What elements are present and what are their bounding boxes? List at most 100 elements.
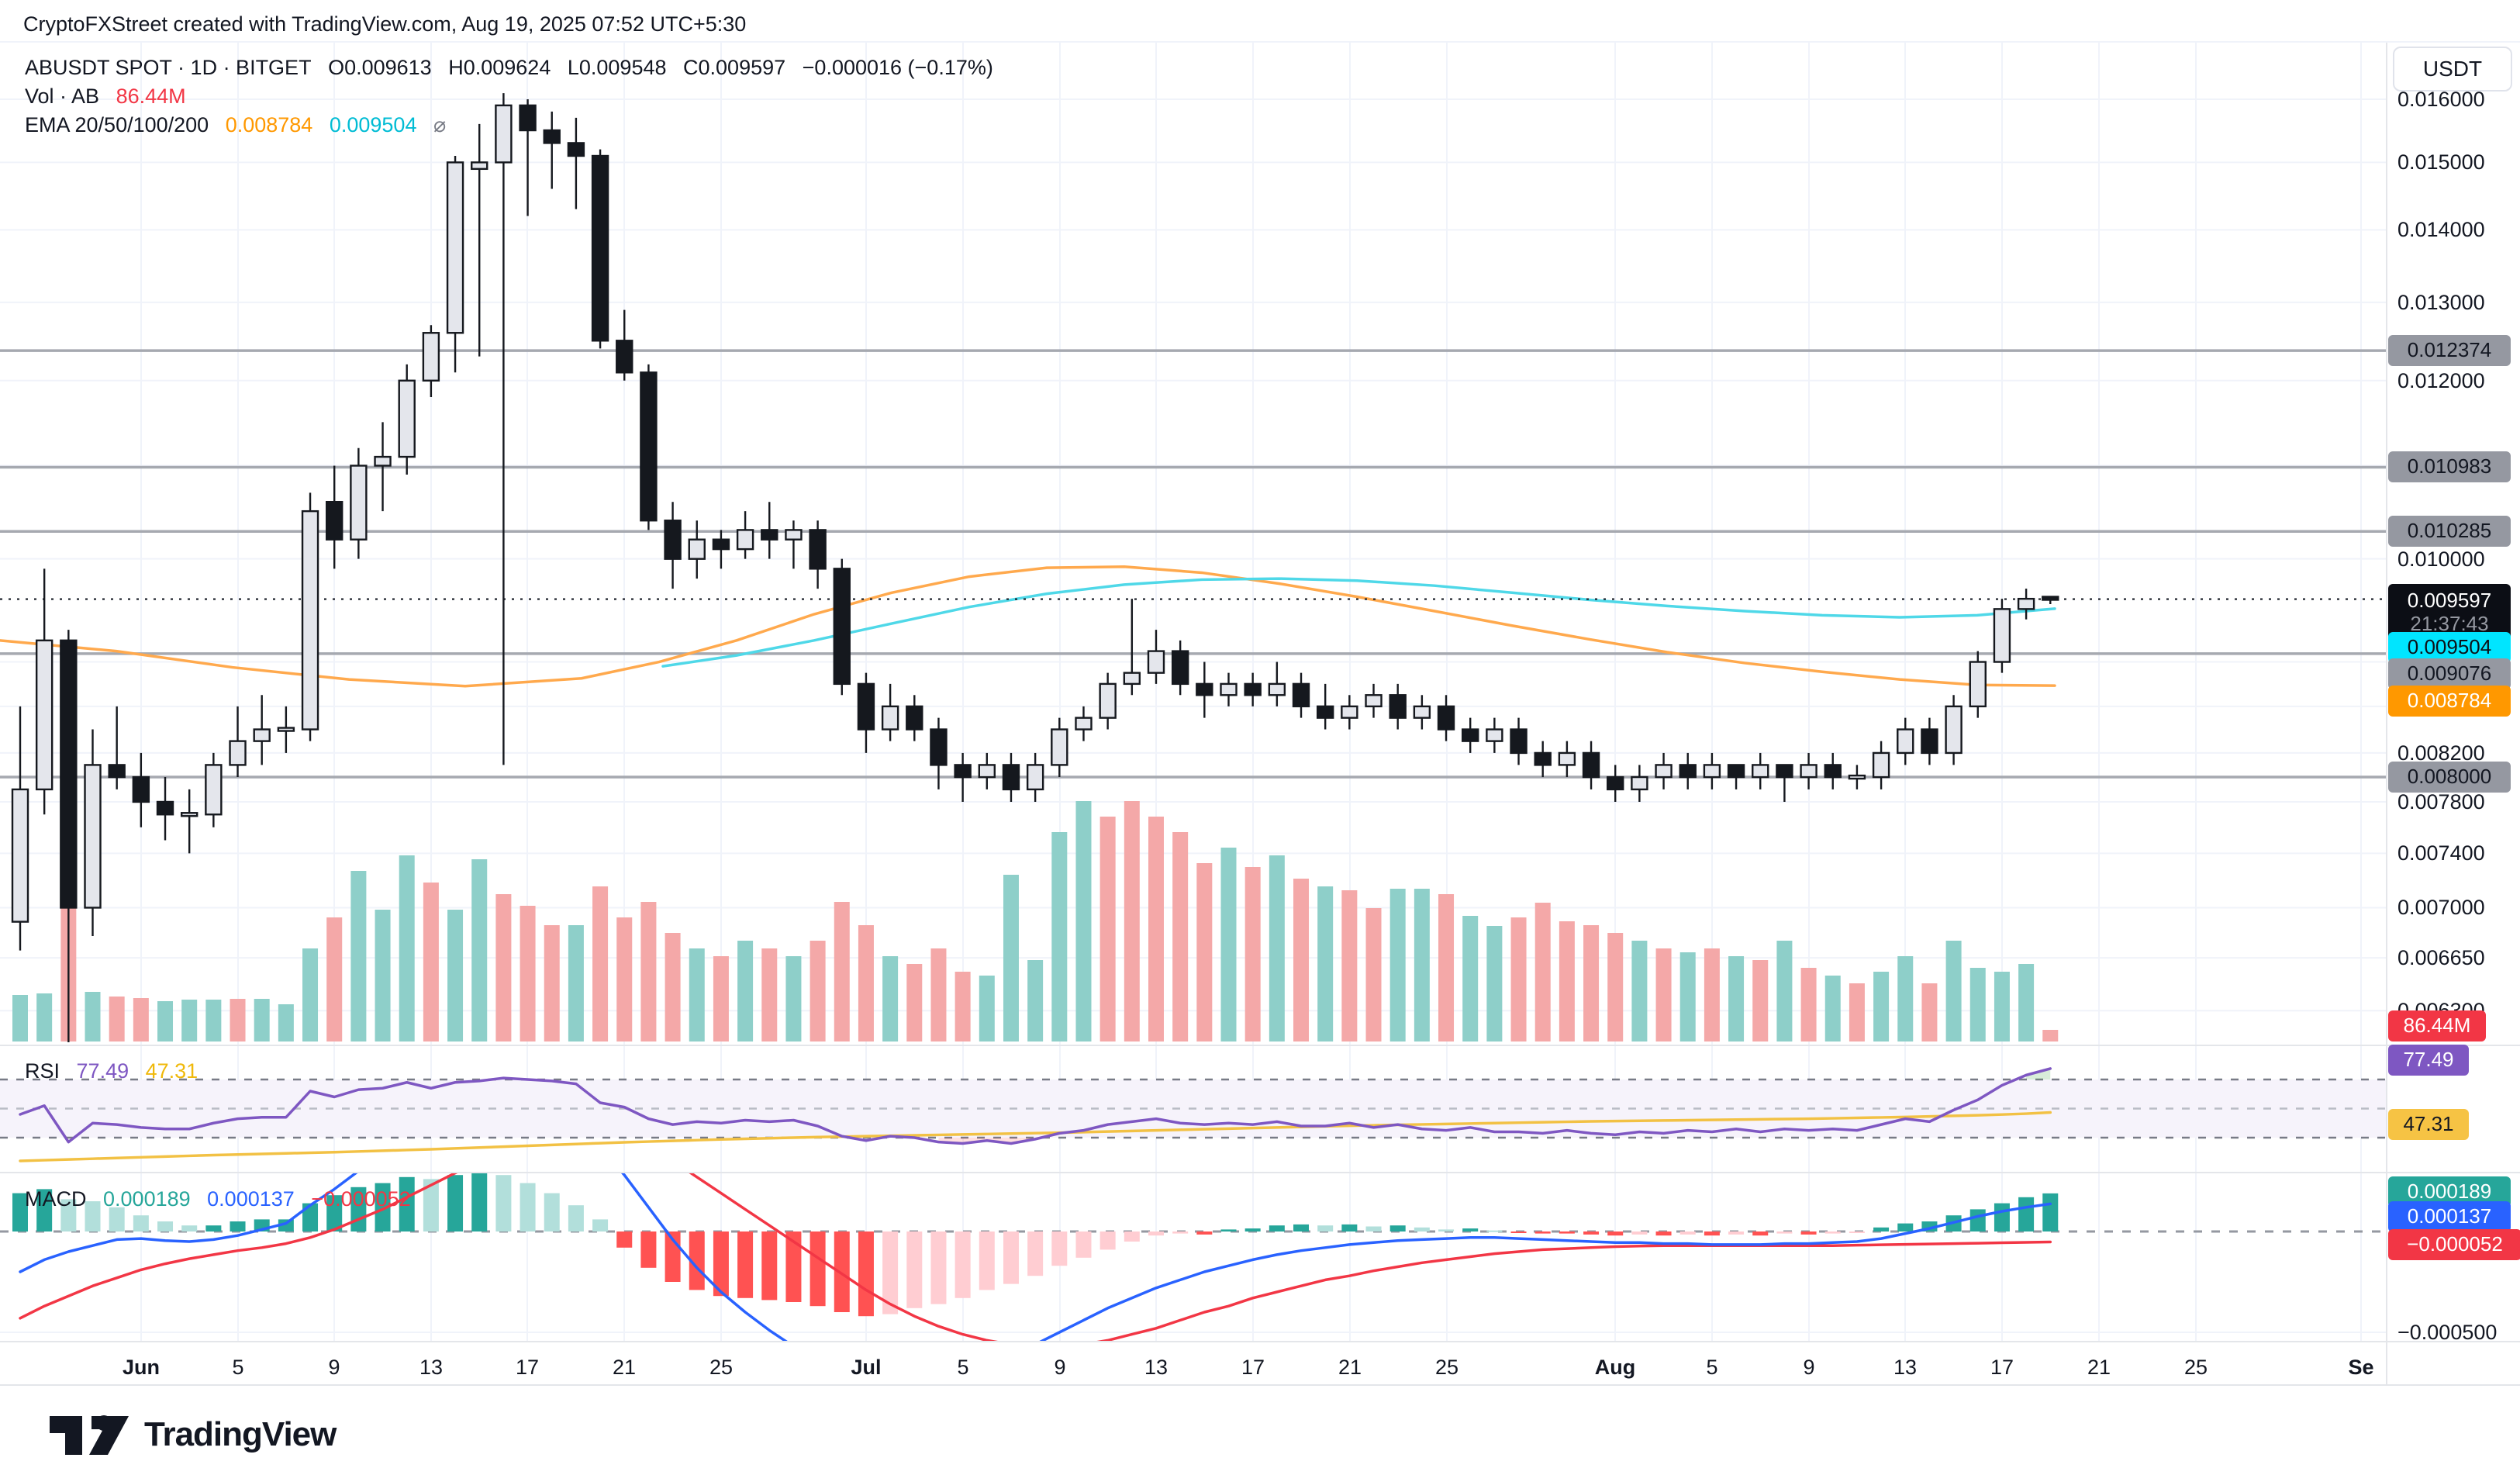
volume-bar bbox=[1317, 886, 1334, 1041]
macd-hist-bar bbox=[1075, 1231, 1092, 1258]
macd-hist-bar bbox=[906, 1231, 923, 1308]
macd-label: MACD bbox=[25, 1187, 87, 1211]
volume-bar bbox=[1003, 875, 1019, 1041]
macd-hist-value: 0.000189 bbox=[103, 1187, 191, 1211]
volume-bar bbox=[1075, 801, 1092, 1041]
volume-bar bbox=[1269, 855, 1285, 1041]
volume-bar bbox=[1099, 817, 1116, 1041]
time-axis-label: Se bbox=[2348, 1356, 2373, 1379]
macd-hist-bar bbox=[1438, 1229, 1455, 1231]
macd-hist-bar bbox=[447, 1175, 464, 1231]
macd-hist-bar bbox=[302, 1203, 319, 1231]
macd-hist-bar bbox=[1559, 1231, 1575, 1234]
macd-signal-value: −0.000052 bbox=[311, 1187, 411, 1211]
volume-bar bbox=[157, 1001, 174, 1041]
rsi-ma-line bbox=[19, 1111, 2052, 1162]
volume-bar bbox=[1945, 941, 1962, 1041]
rsi-band bbox=[0, 1078, 2387, 1139]
macd-hist-bar bbox=[858, 1231, 874, 1317]
candle-body bbox=[1099, 682, 1117, 719]
macd-hist-bar bbox=[1269, 1225, 1285, 1231]
macd-hist-bar bbox=[640, 1231, 657, 1268]
grid-lines bbox=[0, 43, 2387, 1341]
volume-bar bbox=[36, 993, 53, 1041]
macd-hist-bar bbox=[1389, 1225, 1406, 1231]
macd-hist-bar bbox=[979, 1231, 995, 1290]
axis-badge: 0.000137 bbox=[2388, 1201, 2511, 1232]
macd-line bbox=[19, 1173, 2052, 1341]
volume-bar bbox=[230, 999, 246, 1041]
volume-bar bbox=[1897, 956, 1914, 1041]
tradingview-logo[interactable]: TradingView bbox=[48, 1405, 337, 1464]
macd-hist-bar bbox=[85, 1201, 101, 1231]
volume-bar bbox=[906, 964, 923, 1041]
time-axis-label: 5 bbox=[232, 1356, 243, 1379]
macd-hist-bar bbox=[495, 1175, 512, 1231]
ema-value-orange: 0.008784 bbox=[225, 113, 313, 136]
volume-bar bbox=[1486, 926, 1503, 1041]
candle-body bbox=[229, 740, 247, 766]
price-axis-label: 0.006650 bbox=[2397, 946, 2485, 969]
volume-bar bbox=[1559, 921, 1575, 1041]
candle-body bbox=[1752, 764, 1769, 779]
macd-hist-bar bbox=[810, 1231, 826, 1307]
time-axis-label: 21 bbox=[613, 1356, 636, 1379]
candle-body bbox=[736, 529, 754, 551]
rsi-ma-value: 47.31 bbox=[145, 1059, 198, 1083]
currency-toggle-button[interactable]: USDT bbox=[2393, 47, 2512, 92]
candle-body bbox=[640, 371, 658, 522]
time-axis[interactable]: Jun 5 9 13 17 21 25 Jul 5 9 13 17 21 25 Aug 5 9 13 17 21 25 S… bbox=[123, 1356, 2374, 1379]
candle-body bbox=[1002, 764, 1020, 791]
time-axis-label: Aug bbox=[1595, 1356, 1635, 1379]
macd-hist-bar bbox=[1414, 1227, 1430, 1231]
volume-value: 86.44M bbox=[116, 85, 186, 108]
macd-hist-bar bbox=[1317, 1225, 1334, 1231]
candle-body bbox=[809, 529, 827, 570]
macd-hist-bar bbox=[1003, 1231, 1019, 1284]
macd-hist-bar bbox=[36, 1189, 53, 1231]
candle-body bbox=[1268, 682, 1286, 696]
candle-body bbox=[930, 728, 948, 766]
candle-body bbox=[326, 500, 343, 541]
symbol-title[interactable]: ABUSDT SPOT · 1D · BITGET bbox=[25, 56, 312, 79]
macd-hist-bar bbox=[954, 1231, 971, 1298]
macd-hist-bar bbox=[1220, 1229, 1237, 1231]
tradingview-glyph-icon bbox=[50, 1415, 129, 1455]
volume-bar bbox=[447, 910, 464, 1041]
macd-hist-bar bbox=[1969, 1209, 1986, 1231]
axis-badge: 0.009076 bbox=[2388, 658, 2511, 689]
candle-body bbox=[519, 104, 537, 132]
volume-bar bbox=[1994, 972, 2010, 1041]
volume-bar bbox=[423, 883, 439, 1041]
ohlc-close: C0.009597 bbox=[683, 56, 786, 79]
price-axis-label: 0.013000 bbox=[2397, 291, 2485, 314]
candle-body bbox=[1679, 764, 1697, 779]
volume-bar bbox=[1534, 903, 1551, 1041]
time-axis-label: 13 bbox=[1893, 1356, 1917, 1379]
ema-lines bbox=[0, 565, 2056, 688]
volume-bar bbox=[882, 956, 899, 1041]
time-axis-label: 13 bbox=[419, 1356, 443, 1379]
volume-bar bbox=[254, 999, 270, 1041]
candle-body bbox=[1945, 705, 1962, 755]
volume-bar bbox=[616, 917, 633, 1041]
candle-body bbox=[1123, 672, 1141, 686]
price-levels bbox=[0, 349, 2387, 779]
pane-separators bbox=[0, 41, 2520, 1386]
volume-bar bbox=[302, 948, 319, 1041]
macd-hist-bar bbox=[60, 1199, 77, 1231]
macd-hist-bar bbox=[713, 1231, 729, 1297]
macd-hist-bar bbox=[568, 1205, 584, 1231]
macd-hist-bar bbox=[1752, 1231, 1769, 1236]
volume-bars bbox=[12, 801, 2059, 1041]
ema-orange-line bbox=[0, 565, 2056, 688]
macd-hist-bar bbox=[423, 1179, 439, 1231]
volume-bar bbox=[810, 941, 826, 1041]
price-axis[interactable]: 0.016000 0.015000 0.014000 0.013000 0.012000… bbox=[2397, 88, 2497, 1344]
macd-hist-bar bbox=[2042, 1193, 2059, 1231]
countdown-timer: 21:37:43 bbox=[2410, 612, 2489, 635]
volume-bar bbox=[1704, 948, 1720, 1041]
candle-body bbox=[1534, 751, 1552, 766]
candle-body bbox=[688, 538, 706, 560]
